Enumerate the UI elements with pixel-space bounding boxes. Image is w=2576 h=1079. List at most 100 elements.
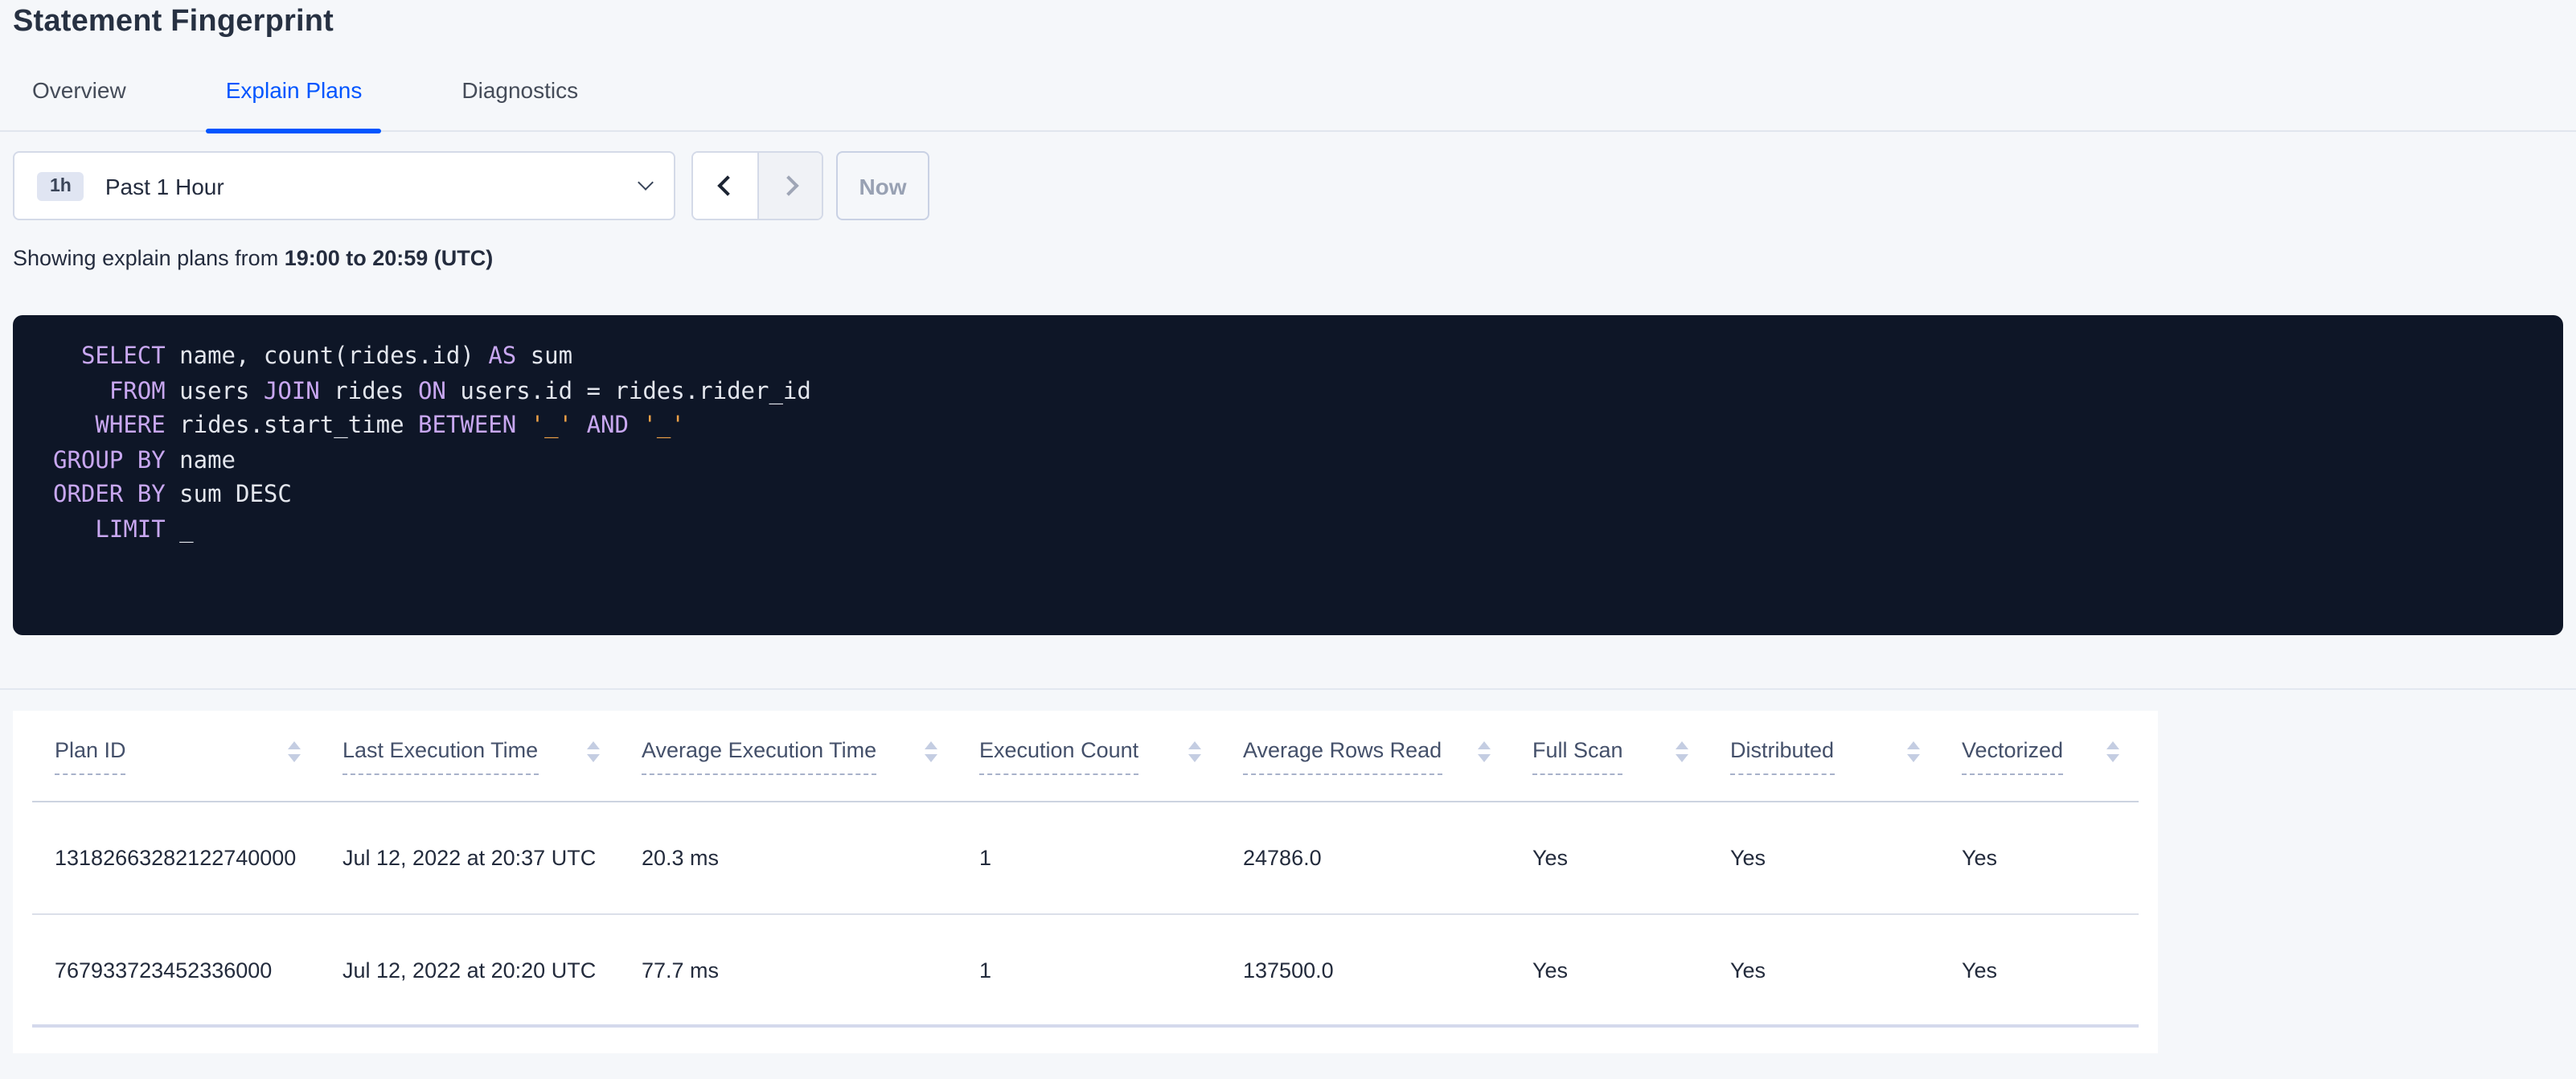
sql-token: sum — [516, 344, 573, 370]
table-cell: 1 — [979, 958, 992, 982]
sql-token: rides — [319, 379, 418, 404]
column-header-label: Distributed — [1730, 737, 1835, 774]
column-header-full-scan[interactable]: Full Scan — [1510, 737, 1708, 774]
tab-overview[interactable]: Overview — [32, 77, 126, 103]
tab-explain-plans[interactable]: Explain Plans — [206, 68, 382, 133]
sql-token: AS — [488, 344, 517, 370]
chevron-down-icon — [638, 174, 654, 191]
next-time-button[interactable] — [757, 153, 822, 219]
explain-plans-caption: Showing explain plans from 19:00 to 20:5… — [13, 246, 2563, 270]
sql-token — [53, 413, 95, 439]
column-header-last-execution-time[interactable]: Last Execution Time — [320, 737, 619, 774]
sql-token: WHERE — [95, 413, 166, 439]
sql-code: SELECT name, count(rides.id) AS sum FROM… — [53, 341, 2563, 548]
section-divider — [0, 688, 2576, 690]
column-header-average-rows-read[interactable]: Average Rows Read — [1220, 737, 1510, 774]
sql-token — [53, 517, 95, 543]
column-header-label: Execution Count — [979, 737, 1139, 774]
sort-icon[interactable] — [1907, 741, 1920, 762]
table-cell: Jul 12, 2022 at 20:20 UTC — [343, 958, 597, 982]
sql-line: ORDER BY sum DESC — [53, 479, 2563, 514]
sql-token: '_' — [642, 413, 685, 439]
sql-line: SELECT name, count(rides.id) AS sum — [53, 341, 2563, 375]
column-header-label: Full Scan — [1532, 737, 1623, 774]
table-cell: 13182663282122740000 — [55, 846, 297, 870]
time-range-dropdown[interactable]: 1h Past 1 Hour — [13, 151, 675, 220]
sort-icon[interactable] — [1478, 741, 1491, 762]
sort-icon[interactable] — [2106, 741, 2119, 762]
sql-line: WHERE rides.start_time BETWEEN '_' AND '… — [53, 410, 2563, 445]
sql-token: name, count(rides.id) — [165, 344, 489, 370]
table-cell: 24786.0 — [1243, 846, 1322, 870]
column-header-distributed[interactable]: Distributed — [1708, 737, 1939, 774]
table-cell: Yes — [1962, 846, 1998, 870]
table-cell: 77.7 ms — [642, 958, 720, 982]
sql-token — [629, 413, 642, 439]
time-range-label: Past 1 Hour — [105, 173, 224, 199]
table-cell: Yes — [1532, 846, 1569, 870]
table-cell: Yes — [1532, 958, 1569, 982]
table-cell: 767933723452336000 — [55, 958, 273, 982]
sql-line: FROM users JOIN rides ON users.id = ride… — [53, 375, 2563, 410]
sql-token: BETWEEN — [418, 413, 517, 439]
table-cell: 137500.0 — [1243, 958, 1334, 982]
tab-bar: Overview Explain Plans Diagnostics — [0, 68, 2576, 133]
prev-time-button[interactable] — [693, 153, 757, 219]
table-cell: Yes — [1962, 958, 1998, 982]
sql-line: GROUP BY name — [53, 445, 2563, 479]
sql-token: ORDER BY — [53, 482, 166, 508]
plans-table-header: Plan ID Last Execution Time Average Execut… — [32, 711, 2139, 802]
sql-token: _ — [165, 517, 194, 543]
column-header-label: Average Execution Time — [642, 737, 877, 774]
plans-table-body: 13182663282122740000 Jul 12, 2022 at 20:3… — [32, 802, 2139, 1028]
table-cell: Yes — [1730, 846, 1766, 870]
sql-line: LIMIT _ — [53, 514, 2563, 548]
sql-token: rides.start_time — [165, 413, 418, 439]
tab-diagnostics[interactable]: Diagnostics — [461, 77, 579, 103]
column-header-label: Last Execution Time — [343, 737, 539, 774]
plans-table-card: Plan ID Last Execution Time Average Execut… — [13, 711, 2158, 1053]
time-range-badge: 1h — [37, 171, 84, 200]
column-header-label: Plan ID — [55, 737, 126, 774]
time-step-buttons — [691, 151, 823, 220]
column-header-vectorized[interactable]: Vectorized — [1939, 737, 2139, 774]
column-header-average-execution-time[interactable]: Average Execution Time — [619, 737, 957, 774]
column-header-label: Vectorized — [1962, 737, 2064, 774]
sql-token: users.id = rides.rider_id — [445, 379, 811, 404]
table-row: 13182663282122740000 Jul 12, 2022 at 20:3… — [32, 802, 2139, 915]
page-title: Statement Fingerprint — [13, 5, 334, 39]
sql-token — [572, 413, 586, 439]
sql-token: LIMIT — [95, 517, 166, 543]
sql-token: '_' — [530, 413, 573, 439]
sql-token: JOIN — [263, 379, 320, 404]
column-header-label: Average Rows Read — [1243, 737, 1442, 774]
sql-token: sum DESC — [165, 482, 292, 508]
sql-token: FROM — [109, 379, 166, 404]
sql-token — [53, 379, 109, 404]
sql-token — [53, 344, 81, 370]
sort-icon[interactable] — [288, 741, 301, 762]
sql-token: SELECT — [80, 344, 166, 370]
now-button[interactable]: Now — [836, 151, 929, 220]
chevron-right-icon — [777, 175, 798, 196]
sort-icon[interactable] — [587, 741, 600, 762]
sql-token: GROUP BY — [53, 448, 166, 474]
sort-icon[interactable] — [1188, 741, 1201, 762]
table-cell: 20.3 ms — [642, 846, 720, 870]
table-cell: Yes — [1730, 958, 1766, 982]
sort-icon[interactable] — [925, 741, 937, 762]
caption-time-range: 19:00 to 20:59 (UTC) — [284, 246, 494, 270]
sql-token: name — [165, 448, 236, 474]
column-header-execution-count[interactable]: Execution Count — [957, 737, 1220, 774]
sql-token: users — [165, 379, 264, 404]
time-controls: 1h Past 1 Hour Now — [13, 151, 2563, 220]
table-cell: 1 — [979, 846, 992, 870]
sort-icon[interactable] — [1676, 741, 1688, 762]
sql-statement-box: SELECT name, count(rides.id) AS sum FROM… — [13, 315, 2563, 635]
column-header-plan-id[interactable]: Plan ID — [32, 737, 320, 774]
table-cell: Jul 12, 2022 at 20:37 UTC — [343, 846, 597, 870]
statement-fingerprint-page: Statement Fingerprint Overview Explain P… — [0, 3, 2576, 1079]
sql-token: AND — [586, 413, 629, 439]
sql-token — [516, 413, 530, 439]
chevron-left-icon — [717, 175, 738, 196]
